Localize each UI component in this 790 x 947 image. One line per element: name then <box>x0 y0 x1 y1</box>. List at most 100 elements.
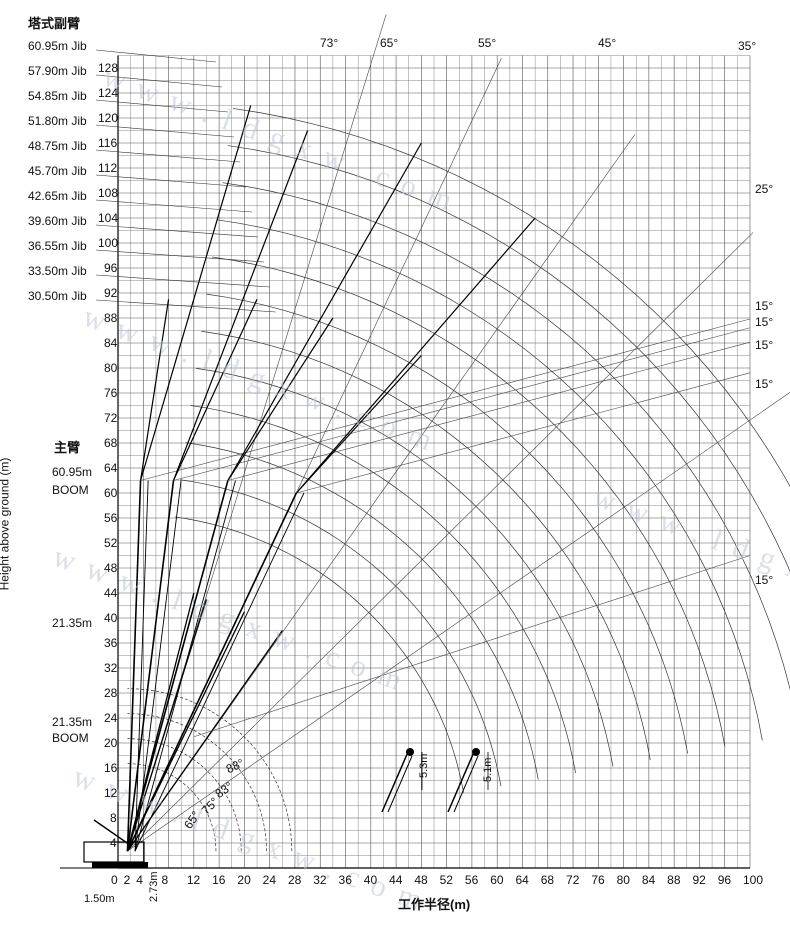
y-tick-label: 12 <box>104 786 118 800</box>
y-tick-label: 112 <box>98 161 118 175</box>
x-tick-label: 4 <box>136 873 143 887</box>
boom-line <box>126 480 229 852</box>
jib-leader-line <box>95 49 217 63</box>
jib-leader-line <box>95 274 271 288</box>
y-tick-label: 52 <box>104 536 118 550</box>
y-tick-label: 84 <box>104 336 118 350</box>
boom-top-length: 60.95m <box>52 465 93 479</box>
angle-label: 73° <box>320 36 339 50</box>
y-tick-label: 100 <box>98 236 119 250</box>
jib-leader-line <box>95 224 259 238</box>
x-tick-label: 76 <box>591 873 605 887</box>
boom-chord <box>134 480 149 852</box>
sheave-boom <box>381 751 409 813</box>
y-tick-label: 120 <box>98 111 119 125</box>
boom-line <box>126 480 142 852</box>
y-tick-label: 96 <box>104 261 118 275</box>
jib-label: 30.50m Jib <box>28 289 87 303</box>
angle-label: 15° <box>755 377 774 391</box>
x-tick-label: 24 <box>262 873 277 887</box>
jib-label: 45.70m Jib <box>28 164 87 178</box>
jib-leader-line <box>95 149 241 163</box>
x-tick-label: 96 <box>717 873 732 887</box>
angle-label: 15° <box>755 315 774 329</box>
radius-arc <box>196 368 614 767</box>
jib-line <box>172 130 309 481</box>
x-tick-label: 52 <box>439 873 453 887</box>
radius-arc <box>217 219 763 741</box>
x-tick-label: 32 <box>313 873 327 887</box>
y-tick-label: 24 <box>104 711 118 725</box>
angle-label: 15° <box>755 338 774 352</box>
jib-title: 塔式副臂 <box>28 16 81 31</box>
boom-title: 主臂 <box>54 440 81 455</box>
boom-low-word: BOOM <box>52 731 89 745</box>
radius-arc <box>206 293 688 754</box>
angle-label: 55° <box>478 36 497 50</box>
x-tick-label: 0 <box>111 873 118 887</box>
angle-label: 35° <box>738 39 757 53</box>
y-tick-label: 64 <box>104 461 118 475</box>
lower-boom-line <box>126 611 245 852</box>
x-tick-label: 72 <box>566 873 580 887</box>
y-tick-label: 88 <box>104 311 118 325</box>
lower-boom-line <box>126 630 283 852</box>
jib-leader-line <box>95 249 265 263</box>
boom-mid-length: 21.35m <box>52 616 93 630</box>
x-tick-label: 2 <box>123 873 131 887</box>
y-tick-label: 28 <box>104 686 118 700</box>
radius-arc <box>201 330 651 761</box>
sheave-dim-b: 5.1m <box>482 757 494 782</box>
y-tick-label: 80 <box>104 361 118 375</box>
x-tick-label: 92 <box>692 873 706 887</box>
y-axis-label: Height above ground (m) <box>0 457 12 591</box>
y-tick-label: 72 <box>104 411 118 425</box>
lower-boom-line <box>126 599 208 852</box>
jib-line <box>295 217 536 494</box>
sheave-boom-chord <box>387 755 413 813</box>
sheave-wheel <box>472 748 480 756</box>
jib-label: 51.80m Jib <box>28 114 87 128</box>
y-tick-label: 68 <box>104 436 118 450</box>
y-tick-label: 20 <box>104 736 118 750</box>
boom-low-length: 21.35m <box>52 715 93 729</box>
jib-label: 36.55m Jib <box>28 239 87 253</box>
y-tick-label: 48 <box>104 561 118 575</box>
y-tick-label: 32 <box>104 661 118 675</box>
angle-label: 15° <box>755 573 774 587</box>
y-tick-label: 76 <box>104 386 118 400</box>
angle-line <box>127 391 790 852</box>
jib-label: 60.95m Jib <box>28 39 87 53</box>
x-tick-label: 48 <box>414 873 428 887</box>
offset-y-dim: 2.73m <box>148 871 160 902</box>
radius-arc <box>222 182 790 691</box>
y-tick-label: 116 <box>98 136 118 150</box>
y-tick-label: 4 <box>110 836 117 850</box>
radius-arc <box>211 256 726 748</box>
x-tick-label: 16 <box>212 873 226 887</box>
jib-label: 33.50m Jib <box>28 264 87 278</box>
angle-label: 25° <box>755 182 774 196</box>
y-tick-label: 40 <box>104 611 118 625</box>
jib-label: 42.65m Jib <box>28 189 87 203</box>
y-tick-label: 108 <box>98 186 119 200</box>
jib-line <box>139 105 252 481</box>
y-tick-label: 124 <box>98 86 119 100</box>
x-tick-label: 36 <box>338 873 352 887</box>
y-tick-label: 16 <box>104 761 118 775</box>
jib-line <box>295 355 422 494</box>
angle-label: 45° <box>598 36 617 50</box>
jib-angle-line <box>296 372 751 494</box>
x-tick-label: 40 <box>363 873 378 887</box>
x-tick-label: 64 <box>515 873 529 887</box>
sheave-boom-chord <box>453 755 479 813</box>
x-tick-label: 88 <box>667 873 681 887</box>
boom-line <box>126 492 298 852</box>
jib-leader-line <box>95 74 223 88</box>
y-tick-label: 56 <box>104 511 118 525</box>
radius-arc <box>185 442 539 780</box>
x-tick-label: 80 <box>616 873 630 887</box>
sheave-boom <box>447 751 475 813</box>
radius-arc <box>232 108 790 488</box>
